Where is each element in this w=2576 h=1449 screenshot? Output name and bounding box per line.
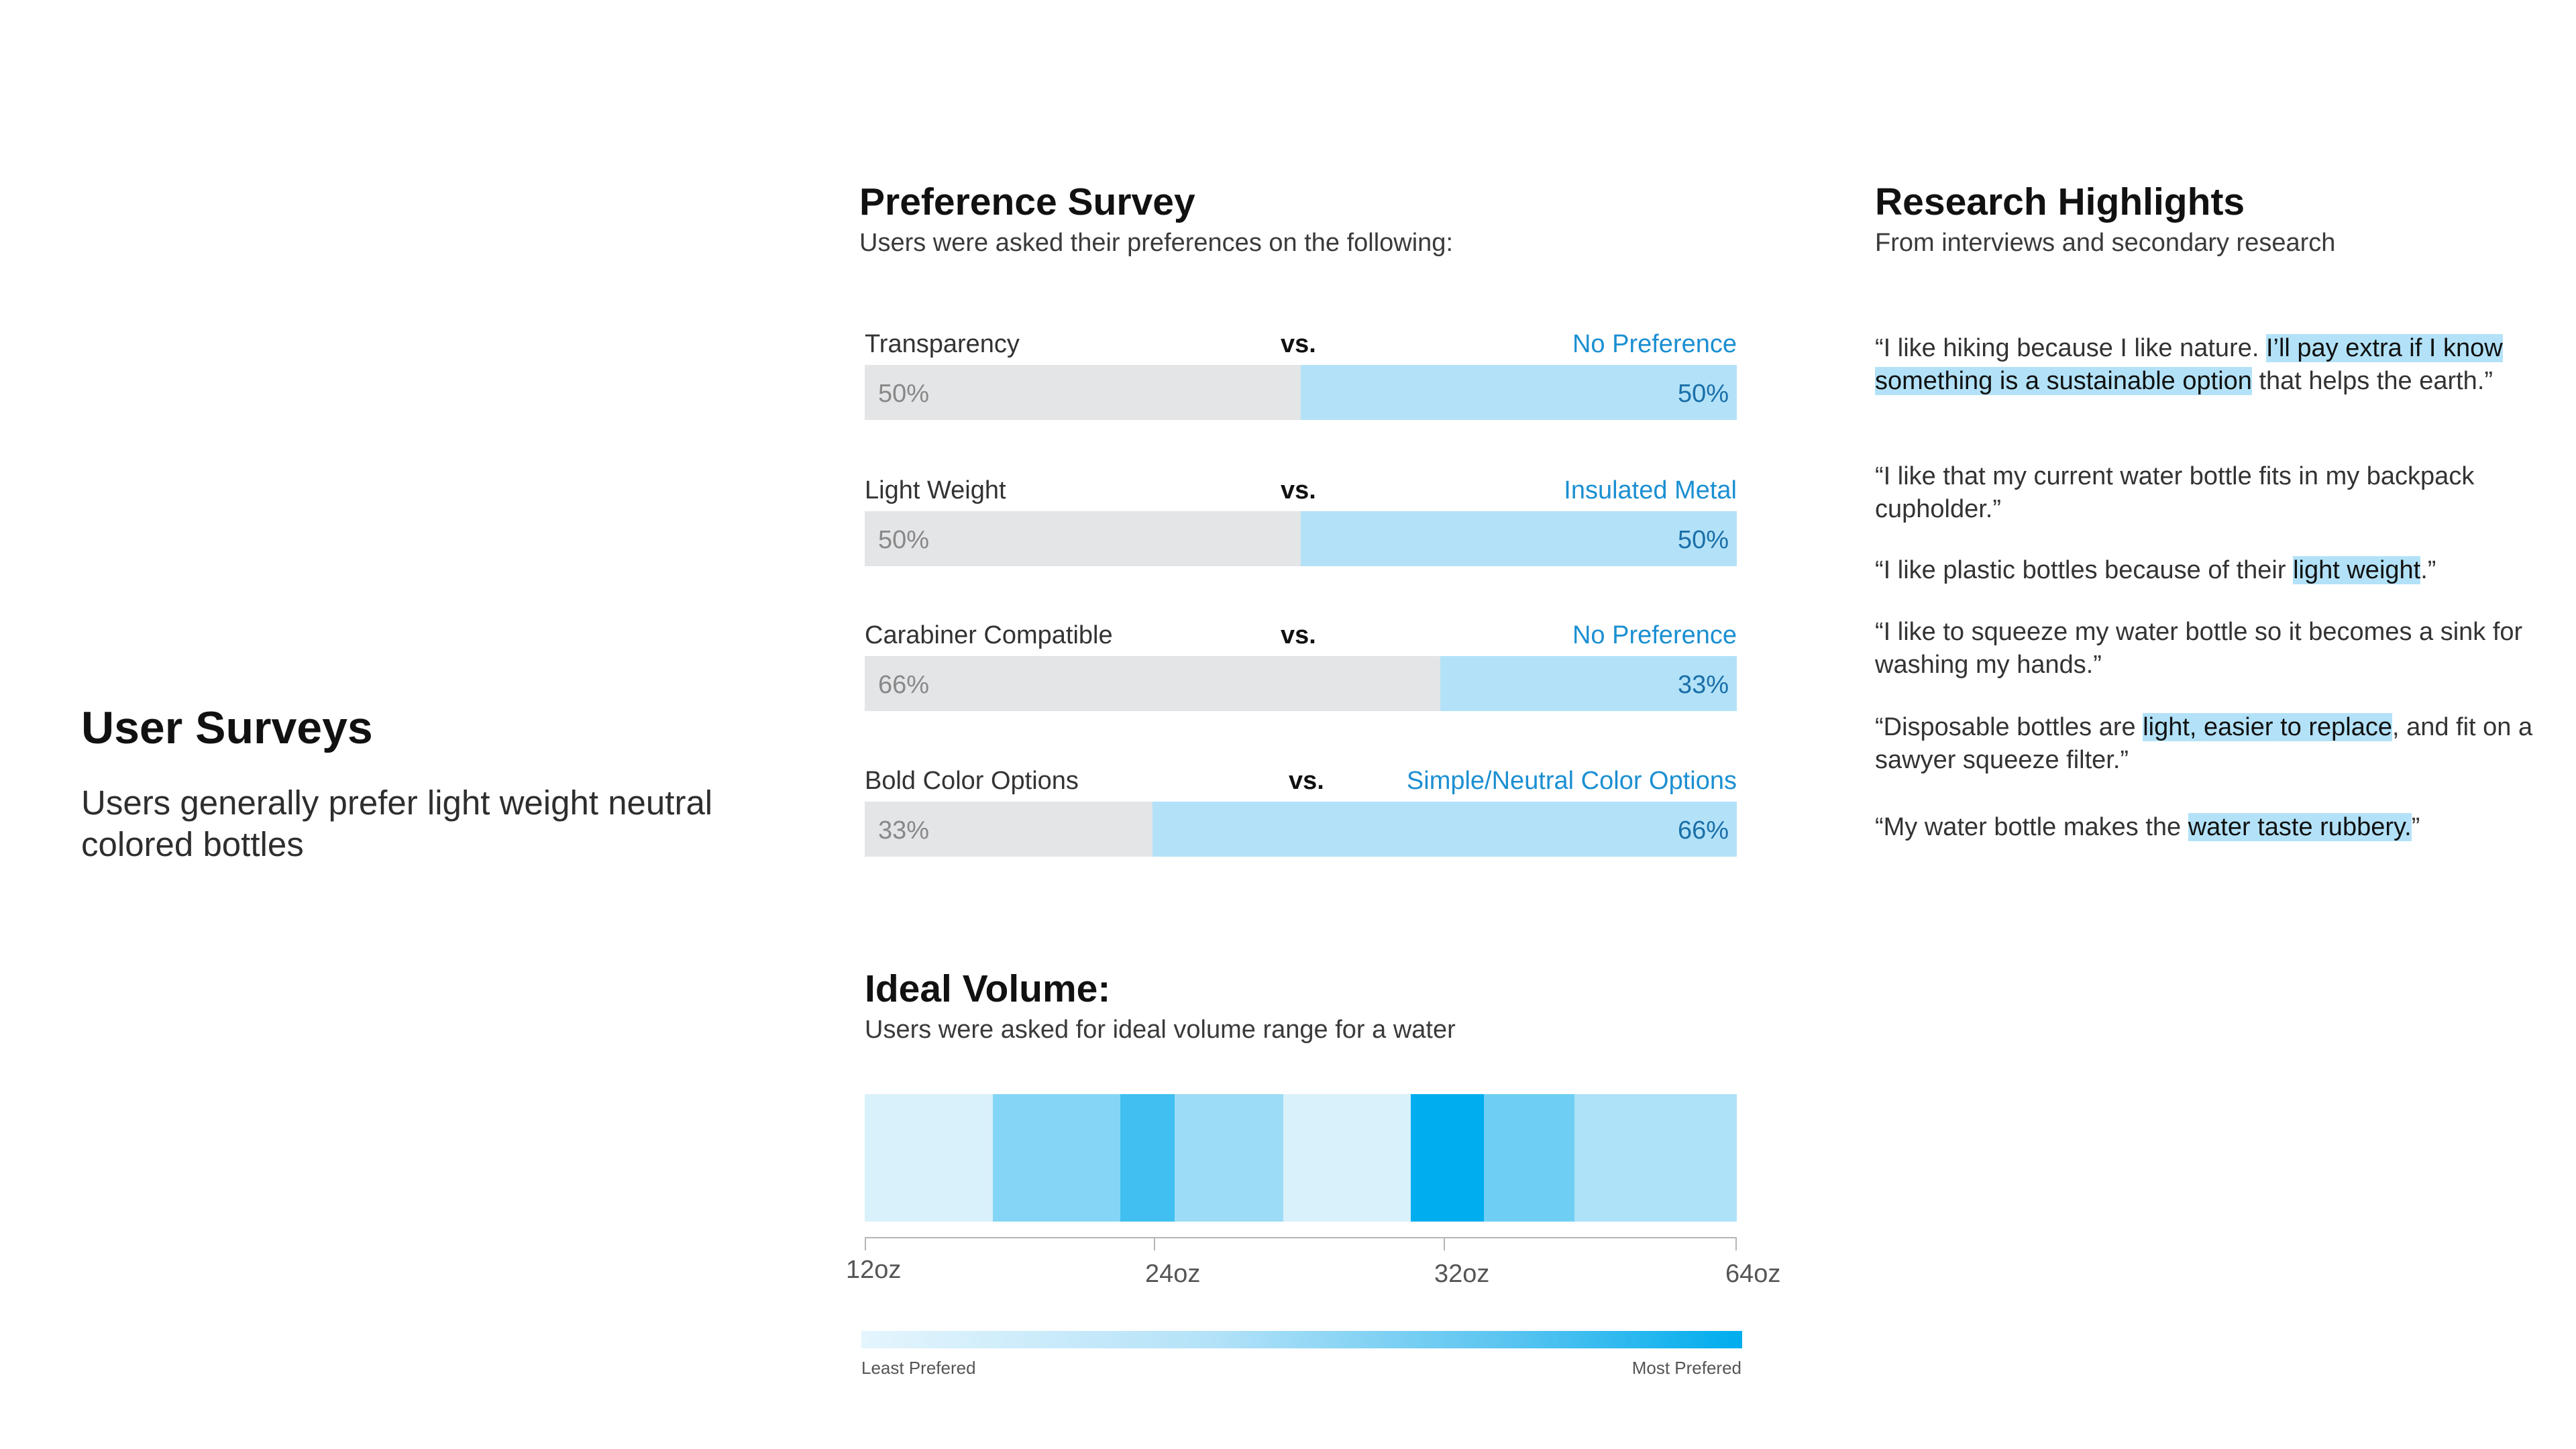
preference-left-percent: 33% [878,816,930,845]
axis-tick [1444,1237,1445,1250]
preference-row-transparency: Transparency vs. No Preference 50% 50% [865,330,1737,444]
preference-bar [865,802,1737,857]
preference-option-left: Transparency [865,330,1020,358]
preference-left-percent: 50% [878,380,930,408]
quote-text: that helps the earth.” [2251,367,2493,395]
preference-bar-fill [1440,656,1737,711]
heatmap-segment [1411,1094,1485,1222]
quote-text: ” [2411,813,2420,841]
research-quote: “I like that my current water bottle fit… [1875,460,2546,526]
preference-option-left: Light Weight [865,476,1006,504]
heatmap-segment [1283,1094,1411,1222]
volume-axis [865,1237,1737,1238]
axis-tick-label: 12oz [846,1256,902,1284]
research-subtitle: From interviews and secondary research [1875,229,2336,257]
axis-tick-label: 32oz [1434,1260,1490,1288]
preference-option-right: No Preference [1572,330,1737,358]
preference-bar [865,511,1737,566]
legend-min-label: Least Prefered [861,1358,976,1378]
volume-title: Ideal Volume: [865,967,1111,1010]
research-quote: “I like hiking because I like nature. I’… [1875,332,2546,398]
quote-text: .” [2420,556,2436,584]
quote-text: “I like hiking because I like nature. [1875,334,2266,362]
quote-text: “My water bottle makes the [1875,813,2188,841]
legend-max-label: Most Prefered [1631,1358,1741,1378]
quote-text: “Disposable bottles are [1875,713,2143,741]
axis-tick [1735,1237,1737,1250]
preference-bar [865,656,1737,711]
quote-highlight: light weight [2293,556,2421,584]
preference-option-left: Carabiner Compatible [865,621,1113,649]
preference-option-right: No Preference [1572,621,1737,649]
preference-gradient-legend [861,1331,1742,1348]
research-quote: “I like to squeeze my water bottle so it… [1875,616,2546,682]
quote-text: , and fit on a sawyer squeeze filter.” [1875,713,2533,774]
vs-label: vs. [1289,767,1324,795]
quote-highlight: water taste rubbery. [2188,813,2412,841]
preference-bar-fill [1301,511,1737,566]
research-quote: “My water bottle makes the water taste r… [1875,811,2546,844]
preference-option-right: Insulated Metal [1564,476,1737,504]
heatmap-segment [865,1094,994,1222]
research-title: Research Highlights [1875,180,2245,223]
quote-text: “I like that my current water bottle fit… [1875,462,2475,523]
survey-title: Preference Survey [859,180,1195,223]
axis-tick [1154,1237,1155,1250]
quote-text: “I like to squeeze my water bottle so it… [1875,618,2523,679]
preference-left-percent: 50% [878,526,930,554]
heatmap-segment [1120,1094,1175,1222]
research-quote: “Disposable bottles are light, easier to… [1875,711,2546,777]
vs-label: vs. [1281,330,1316,358]
preference-row-carabiner: Carabiner Compatible vs. No Preference 6… [865,621,1737,735]
heatmap-segment [1484,1094,1575,1222]
preference-right-percent: 33% [1677,671,1729,699]
axis-tick [865,1237,866,1250]
axis-tick-label: 24oz [1145,1260,1201,1288]
quote-text: “I like plastic bottles because of their [1875,556,2294,584]
survey-subtitle: Users were asked their preferences on th… [859,229,1454,257]
research-quote: “I like plastic bottles because of their… [1875,554,2546,587]
heatmap-segment [1574,1094,1737,1222]
axis-tick-label: 64oz [1725,1260,1781,1288]
preference-bar [865,365,1737,420]
preference-option-right: Simple/Neutral Color Options [1406,767,1737,795]
preference-right-percent: 50% [1677,526,1729,554]
preference-bar-fill [1301,365,1737,420]
intro-summary: Users generally prefer light weight neut… [81,784,713,863]
preference-row-light-weight: Light Weight vs. Insulated Metal 50% 50% [865,476,1737,590]
volume-subtitle: Users were asked for ideal volume range … [865,1016,1456,1044]
preference-left-percent: 66% [878,671,930,699]
quote-highlight: light, easier to replace [2143,713,2392,741]
heatmap-segment [993,1094,1121,1222]
preference-bar-fill [1152,802,1737,857]
heatmap-segment [1175,1094,1284,1222]
preference-right-percent: 66% [1677,816,1729,845]
volume-heatmap [865,1094,1737,1222]
preference-right-percent: 50% [1677,380,1729,408]
vs-label: vs. [1281,621,1316,649]
page-title: User Surveys [81,702,373,753]
preference-option-left: Bold Color Options [865,767,1079,795]
vs-label: vs. [1281,476,1316,504]
preference-row-color-options: Bold Color Options vs. Simple/Neutral Co… [865,767,1737,881]
